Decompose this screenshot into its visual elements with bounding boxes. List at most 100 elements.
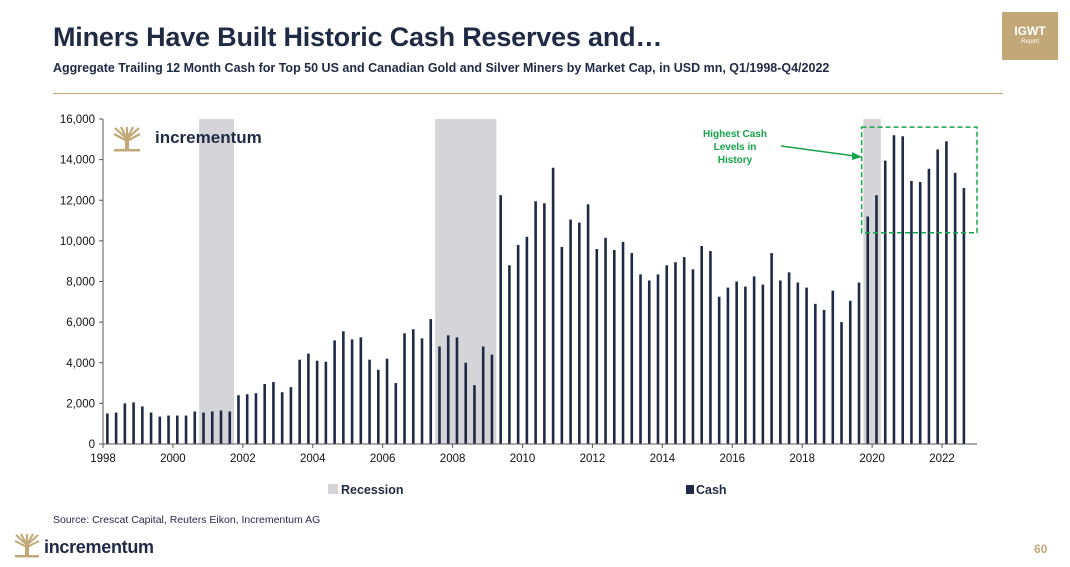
- cash-bar: [289, 387, 293, 444]
- source-note: Source: Crescat Capital, Reuters Eikon, …: [53, 514, 321, 526]
- cash-bar: [691, 269, 695, 444]
- cash-bar: [429, 319, 433, 444]
- badge-subtitle: Report: [1020, 39, 1039, 45]
- cash-bar: [787, 272, 791, 444]
- cash-bar: [953, 172, 957, 444]
- cash-bar: [551, 167, 555, 444]
- cash-bar: [368, 359, 371, 444]
- page-title: Miners Have Built Historic Cash Reserves…: [53, 22, 663, 52]
- y-tick-label: 16,000: [60, 114, 95, 126]
- cash-bar: [438, 346, 441, 444]
- cash-bar: [193, 411, 197, 444]
- cash-bar: [123, 403, 127, 444]
- cash-bars: [106, 135, 966, 444]
- cash-bar: [892, 135, 896, 444]
- cash-bar: [717, 296, 721, 444]
- watermark-brand: incrementum: [155, 128, 262, 147]
- recession-band: [199, 119, 235, 444]
- cash-bar: [639, 274, 642, 444]
- y-tick-label: 6,000: [66, 317, 95, 329]
- cash-bar: [307, 353, 310, 444]
- cash-bar: [385, 358, 389, 444]
- cash-bar: [569, 219, 572, 444]
- cash-bar: [324, 361, 328, 444]
- cash-bar: [455, 337, 459, 444]
- page-subtitle: Aggregate Trailing 12 Month Cash for Top…: [53, 61, 830, 75]
- cash-bar: [333, 340, 336, 444]
- cash-bar: [158, 416, 162, 444]
- title-divider: [53, 93, 1003, 94]
- cash-bar: [219, 410, 223, 444]
- y-tick-label: 10,000: [60, 236, 95, 248]
- chart-annotations: incrementum Highest Cash Levels in History: [113, 126, 978, 234]
- x-tick-label: 2022: [929, 453, 955, 465]
- cash-bar: [761, 284, 765, 444]
- cash-bar: [700, 245, 703, 444]
- y-tick-label: 8,000: [66, 277, 95, 289]
- cash-bar: [945, 141, 948, 444]
- y-tick-label: 4,000: [66, 358, 95, 370]
- cash-bar: [202, 412, 205, 444]
- cash-bar: [831, 290, 835, 444]
- x-tick-label: 1998: [90, 453, 116, 465]
- cash-bar: [114, 412, 118, 444]
- cash-bar: [359, 337, 363, 444]
- y-tick-label: 12,000: [60, 195, 95, 207]
- incrementum-tree-icon: [14, 533, 40, 558]
- cash-bar: [394, 383, 398, 444]
- cash-bar: [630, 253, 634, 444]
- cash-bar: [779, 280, 782, 444]
- cash-bar: [805, 287, 808, 444]
- cash-bar: [490, 354, 494, 444]
- legend-swatch-recession: [328, 484, 338, 494]
- cash-bar: [446, 335, 450, 444]
- cash-bar: [735, 281, 738, 444]
- footer-brand: incrementum: [44, 537, 154, 557]
- annotation-text: Highest Cash: [703, 129, 767, 140]
- page-number: 60: [1034, 542, 1048, 556]
- cash-bar: [254, 393, 258, 444]
- cash-bar: [604, 237, 607, 444]
- cash-bar: [962, 188, 966, 444]
- cash-bar: [883, 160, 887, 444]
- cash-bar: [621, 241, 625, 444]
- x-tick-label: 2010: [510, 453, 536, 465]
- cash-bar: [910, 180, 913, 444]
- cash-bar: [918, 181, 922, 444]
- cash-bar: [822, 309, 826, 444]
- cash-bar: [682, 257, 686, 444]
- y-tick-label: 2,000: [66, 398, 95, 410]
- cash-bar: [132, 402, 135, 444]
- badge-title: IGWT: [1014, 24, 1046, 38]
- cash-bar: [184, 415, 188, 444]
- highlight-box: [860, 126, 978, 234]
- cash-bar: [342, 331, 345, 444]
- tree-branches: [113, 126, 141, 142]
- cash-bar: [377, 369, 380, 444]
- cash-bar: [534, 201, 537, 444]
- cash-bar: [525, 236, 529, 444]
- cash-bar: [464, 362, 468, 444]
- cash-bar: [210, 411, 214, 444]
- legend-label-recession: Recession: [341, 483, 404, 497]
- x-tick-label: 2020: [859, 453, 885, 465]
- x-tick-label: 2002: [230, 453, 256, 465]
- x-tick-label: 2008: [440, 453, 466, 465]
- x-tick-label: 2018: [789, 453, 815, 465]
- cash-bar: [481, 346, 485, 444]
- cash-bar: [106, 413, 109, 444]
- tree-trunk: [125, 138, 129, 150]
- x-tick-label: 2016: [719, 453, 745, 465]
- cash-bar: [927, 168, 931, 444]
- legend-swatch-cash: [686, 485, 694, 494]
- chart-legend: Recession Cash: [328, 483, 727, 497]
- annotation-arrowhead: [852, 152, 862, 160]
- cash-bar: [508, 265, 511, 444]
- cash-bar: [866, 216, 870, 444]
- annotation-text: History: [718, 155, 753, 166]
- cash-bar: [578, 222, 581, 444]
- cash-bar: [298, 359, 301, 444]
- cash-bar: [403, 333, 406, 444]
- recession-band: [863, 119, 881, 444]
- recession-bands: [199, 119, 881, 444]
